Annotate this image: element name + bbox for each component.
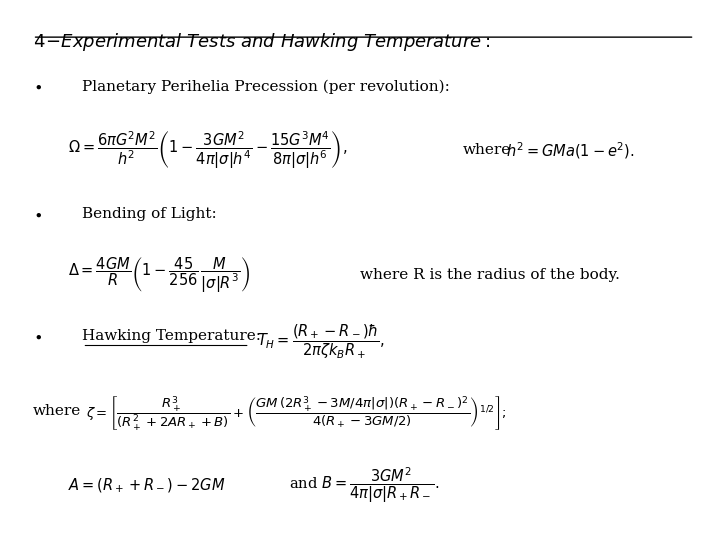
Text: $\bullet$: $\bullet$ — [32, 79, 42, 93]
Text: $\mathbf{\mathit{4\!-\! Experimental\ Tests\ and\ Hawking\ Temperature:}}$: $\mathbf{\mathit{4\!-\! Experimental\ Te… — [32, 31, 490, 53]
Text: Bending of Light:: Bending of Light: — [83, 207, 217, 221]
Text: Planetary Perihelia Precession (per revolution):: Planetary Perihelia Precession (per revo… — [83, 79, 450, 94]
Text: $\bullet$: $\bullet$ — [32, 207, 42, 221]
Text: $T_H = \dfrac{(R_+ - R_-)\hbar}{2\pi\zeta k_B R_+},$: $T_H = \dfrac{(R_+ - R_-)\hbar}{2\pi\zet… — [257, 322, 384, 361]
Text: $\bullet$: $\bullet$ — [32, 329, 42, 343]
Text: and $B = \dfrac{3GM^2}{4\pi|\sigma|R_+ R_-}.$: and $B = \dfrac{3GM^2}{4\pi|\sigma|R_+ R… — [289, 465, 439, 505]
Text: Hawking Temperature:: Hawking Temperature: — [83, 329, 261, 343]
Text: $A = (R_+ + R_-) - 2GM$: $A = (R_+ + R_-) - 2GM$ — [68, 476, 225, 495]
Text: $\Omega = \dfrac{6\pi G^2 M^2}{h^2}\left(1 - \dfrac{3GM^2}{4\pi|\sigma|h^4} - \d: $\Omega = \dfrac{6\pi G^2 M^2}{h^2}\left… — [68, 130, 348, 171]
Text: $h^2 = GMa(1-e^2).$: $h^2 = GMa(1-e^2).$ — [506, 140, 634, 161]
Text: $\Delta = \dfrac{4GM}{R}\left(1 - \dfrac{45}{256}\,\dfrac{M}{|\sigma|R^3}\right): $\Delta = \dfrac{4GM}{R}\left(1 - \dfrac… — [68, 255, 250, 295]
Text: where: where — [463, 144, 511, 157]
Text: where R is the radius of the body.: where R is the radius of the body. — [360, 268, 620, 282]
Text: where: where — [32, 404, 81, 418]
Text: $\zeta = \left[\dfrac{R_+^3}{(R_+^2 + 2AR_+ + B)} + \left(\dfrac{GM\,(2R_+^3 - 3: $\zeta = \left[\dfrac{R_+^3}{(R_+^2 + 2A… — [86, 394, 506, 433]
